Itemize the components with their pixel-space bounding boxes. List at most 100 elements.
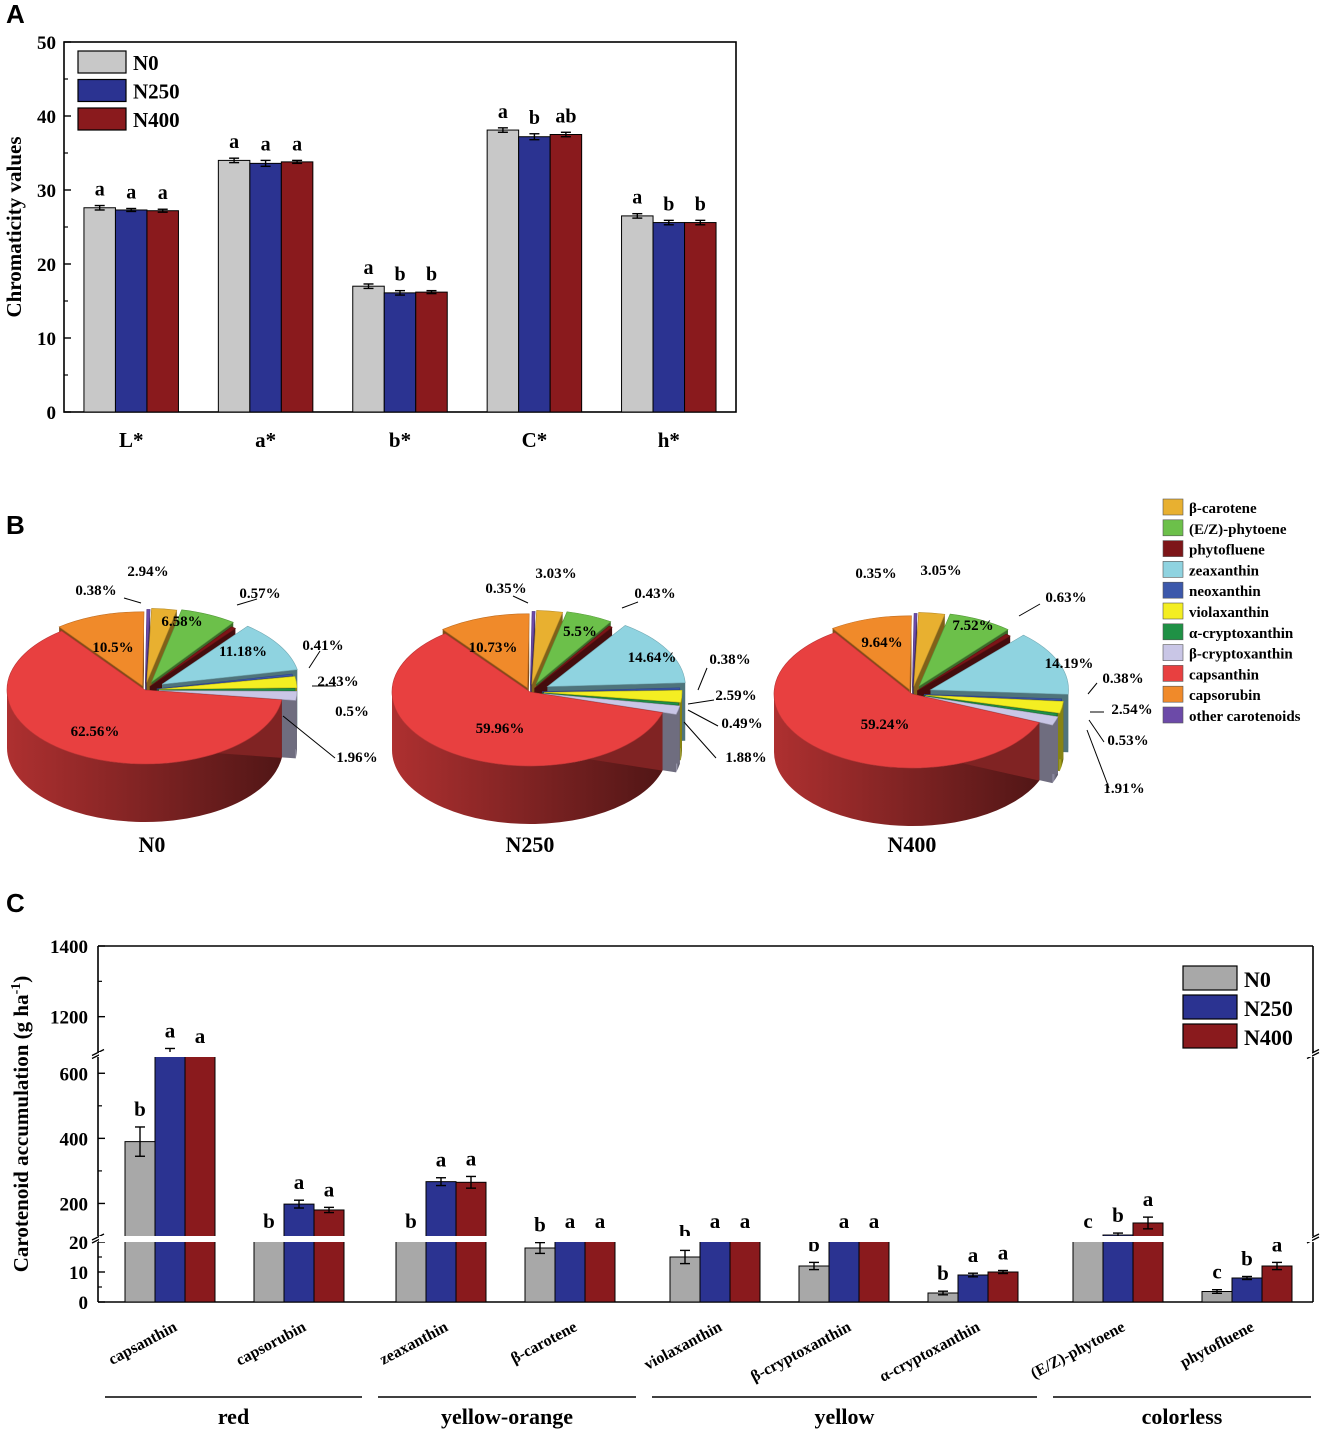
legend-swatch <box>1162 581 1184 599</box>
legend-label: N400 <box>133 108 180 132</box>
pie-slice <box>773 632 1040 769</box>
axis-break-gap <box>99 1052 1312 1057</box>
pie-slice <box>535 611 612 685</box>
pie-title: N400 <box>888 832 937 857</box>
bar <box>518 136 551 413</box>
significance-letter: b <box>1241 1247 1253 1271</box>
significance-letter: b <box>534 1213 546 1237</box>
significance-letter: a <box>195 1024 206 1048</box>
pie-slice <box>911 613 918 688</box>
pie-slice <box>161 625 298 685</box>
pie-value-label: 0.49% <box>721 716 762 732</box>
significance-letter: a <box>158 182 168 204</box>
y-tick-label: 1400 <box>50 937 88 958</box>
pie-value-label: 0.35% <box>485 581 526 597</box>
y-tick-label: 1200 <box>50 1008 88 1029</box>
significance-letter: b <box>426 264 437 286</box>
bar <box>395 1238 427 1303</box>
legend-swatch <box>1182 1023 1238 1049</box>
pie-slice <box>541 692 680 706</box>
pie-value-label: 59.24% <box>861 717 910 733</box>
leader-line <box>308 650 321 669</box>
legend-swatch <box>1162 540 1184 557</box>
pie-slice <box>925 696 1059 726</box>
significance-letter: a <box>839 1209 850 1233</box>
x-tick-label: a* <box>255 428 276 452</box>
bar <box>114 209 148 413</box>
bar <box>83 207 116 413</box>
legend-swatch <box>1182 994 1238 1020</box>
bar <box>1102 1234 1134 1303</box>
legend-swatch <box>1162 644 1184 661</box>
y-tick-label: 20 <box>69 1233 88 1254</box>
pie-value-label: 0.43% <box>634 586 675 602</box>
pie-value-label: 7.52% <box>952 618 993 634</box>
bar <box>1261 1265 1293 1303</box>
pie-slice <box>391 633 663 767</box>
legend-label: neoxanthin <box>1189 584 1261 600</box>
significance-letter: a <box>261 133 271 155</box>
significance-letter: a <box>632 187 642 209</box>
pie-slice <box>144 609 151 684</box>
y-axis-label-sup: -1 <box>9 983 24 995</box>
x-tick-label: (E/Z)-phytoene <box>1028 1319 1128 1383</box>
pie-slice <box>918 613 1009 687</box>
y-tick-label: 400 <box>60 1129 89 1150</box>
significance-letter: a <box>324 1177 335 1201</box>
significance-letter: a <box>466 1146 477 1170</box>
legend-label: capsorubin <box>1189 688 1261 704</box>
significance-letter: a <box>126 182 136 204</box>
leader-line <box>1018 603 1041 617</box>
pie-value-label: 5.5% <box>563 624 597 640</box>
y-tick-label: 200 <box>60 1194 89 1215</box>
bar <box>280 161 314 413</box>
leader-line <box>1086 729 1110 789</box>
significance-letter: b <box>263 1209 275 1233</box>
pie-slice-side <box>7 690 282 823</box>
legend-swatch <box>77 50 127 74</box>
pie-slice <box>543 693 681 715</box>
pie-value-label: 0.38% <box>1102 671 1143 687</box>
significance-letter: a <box>165 1018 176 1042</box>
pie-title: N0 <box>139 832 166 857</box>
pie-slice <box>929 634 1069 695</box>
leader-line <box>697 667 708 691</box>
bar <box>184 1053 216 1303</box>
x-tick-label: C* <box>522 428 548 452</box>
significance-letter: a <box>364 257 374 279</box>
y-tick-label: 20 <box>37 255 56 276</box>
x-tick-label: h* <box>658 428 680 452</box>
legend-label: capsanthin <box>1189 667 1260 683</box>
bar <box>1231 1277 1263 1303</box>
pie-slice <box>156 673 294 690</box>
pie-value-label: 10.5% <box>92 640 133 656</box>
significance-letter: b <box>808 1232 820 1256</box>
y-tick-label: 50 <box>37 33 56 54</box>
bar <box>283 1203 315 1303</box>
pie-slice <box>923 695 1058 717</box>
legend-label: N250 <box>133 80 180 104</box>
pie-slice <box>150 609 234 683</box>
axis-break-mark <box>91 1233 105 1241</box>
bar <box>621 215 654 413</box>
leader-line <box>512 595 529 604</box>
significance-letter: a <box>229 131 239 153</box>
pie-value-label: 0.41% <box>302 638 343 654</box>
legend-label: phytofluene <box>1189 543 1265 559</box>
pie-value-label: 2.43% <box>317 674 358 690</box>
x-tick-label: capsorubin <box>233 1318 309 1369</box>
significance-letter: b <box>394 264 405 286</box>
axis-break-mark <box>1306 1051 1320 1060</box>
legend-swatch <box>1162 665 1184 682</box>
bar <box>828 1238 860 1303</box>
pie-slice <box>156 688 296 692</box>
pie-value-label: 11.18% <box>219 644 267 660</box>
pie-slice <box>546 625 686 687</box>
pie-value-label: 59.96% <box>476 721 525 737</box>
legend-label: N400 <box>1244 1025 1293 1050</box>
leader-line <box>687 699 715 705</box>
y-axis-label: Carotenoid accumulation (g ha-1) <box>9 976 33 1273</box>
pie-slice <box>923 694 1063 701</box>
significance-letter: a <box>869 1209 880 1233</box>
